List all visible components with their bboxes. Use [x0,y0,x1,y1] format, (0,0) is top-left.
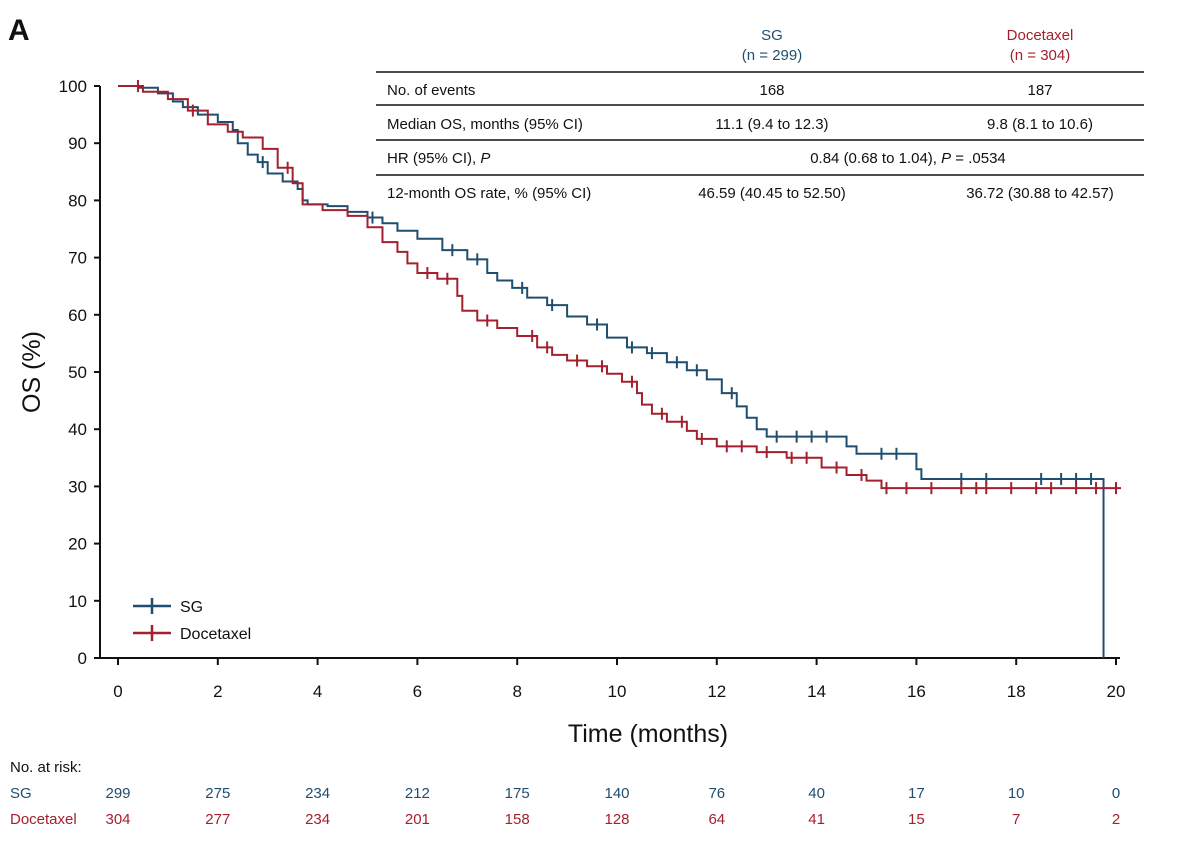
series-sg [118,85,1105,658]
y-tick-label: 50 [68,363,87,382]
table-row-label: 12-month OS rate, % (95% CI) [387,185,591,202]
y-tick-label: 10 [68,592,87,611]
table-col-n-sg: (n = 299) [742,47,802,64]
table-row: No. of events 168 187 [387,82,1053,99]
risk-cell: 128 [604,811,629,828]
risk-table-title: No. at risk: [10,759,82,776]
risk-cell: 201 [405,811,430,828]
risk-cell: 17 [908,785,925,802]
series-docetaxel [118,80,1121,495]
risk-row-sg: SG 299 275 234 212 175 140 76 40 17 10 0 [10,785,1120,802]
risk-cell: 0 [1112,785,1120,802]
risk-cell: 304 [105,811,130,828]
risk-cell: 140 [604,785,629,802]
table-cell-sg: 168 [759,82,784,99]
x-tick-label: 0 [113,682,122,701]
risk-cell: 234 [305,785,330,802]
table-cell-docetaxel: 187 [1027,82,1052,99]
risk-cell: 76 [708,785,725,802]
table-cell-sg: 46.59 (40.45 to 52.50) [698,185,846,202]
risk-cell: 2 [1112,811,1120,828]
table-cell-docetaxel: 36.72 (30.88 to 42.57) [966,185,1114,202]
risk-cell: 40 [808,785,825,802]
curve-sg [118,85,1105,658]
y-axis-title: OS (%) [18,331,46,413]
risk-row-label: Docetaxel [10,811,77,828]
y-tick-label: 70 [68,249,87,268]
table-cell-hr-span: 0.84 (0.68 to 1.04), P = .0534 [810,150,1006,167]
legend-item-docetaxel: Docetaxel [133,625,251,643]
x-tick-label: 4 [313,682,322,701]
risk-cell: 15 [908,811,925,828]
y-tick-label: 20 [68,535,87,554]
risk-cell: 10 [1008,785,1025,802]
legend-label: Docetaxel [180,626,251,643]
risk-cell: 64 [708,811,725,828]
table-row: 12-month OS rate, % (95% CI) 46.59 (40.45… [387,185,1114,202]
risk-cell: 277 [205,811,230,828]
risk-row-docetaxel: Docetaxel 304 277 234 201 158 128 64 41 15 7 2 [10,811,1120,828]
table-col-header-sg: SG [761,27,783,44]
risk-cell: 158 [505,811,530,828]
table-row-label: No. of events [387,82,475,99]
x-tick-label: 16 [907,682,926,701]
y-tick-label: 80 [68,191,87,210]
y-tick-label: 90 [68,134,87,153]
y-tick-label: 100 [59,77,87,96]
risk-cell: 7 [1012,811,1020,828]
risk-cell: 275 [205,785,230,802]
legend: SG Docetaxel [133,598,251,643]
curve-docetaxel [118,85,1121,490]
x-tick-label: 12 [707,682,726,701]
table-row: Median OS, months (95% CI) 11.1 (9.4 to 1… [387,116,1093,133]
y-tick-label: 30 [68,477,87,496]
risk-table: No. at risk:SG 299 275 234 212 175 140 76 40 17 10… [10,759,1120,828]
x-tick-label: 18 [1007,682,1026,701]
table-col-n-docetaxel: (n = 304) [1010,47,1070,64]
table-row: HR (95% CI), P 0.84 (0.68 to 1.04), P = .… [387,150,1006,167]
y-tick-label: 40 [68,420,87,439]
x-tick-label: 2 [213,682,222,701]
legend-label: SG [180,599,203,616]
risk-cell: 234 [305,811,330,828]
y-tick-label: 0 [78,649,87,668]
x-tick-label: 20 [1107,682,1126,701]
risk-cell: 299 [105,785,130,802]
risk-cell: 175 [505,785,530,802]
x-tick-label: 8 [512,682,521,701]
y-tick-label: 60 [68,306,87,325]
table-cell-docetaxel: 9.8 (8.1 to 10.6) [987,116,1093,133]
risk-cell: 41 [808,811,825,828]
table-cell-sg: 11.1 (9.4 to 12.3) [715,116,828,133]
x-axis-title: Time (months) [568,720,728,748]
summary-table: SG (n = 299) Docetaxel (n = 304) No. of even… [376,27,1144,202]
table-col-header-docetaxel: Docetaxel [1007,27,1074,44]
x-tick-label: 10 [608,682,627,701]
table-row-label: HR (95% CI), P [387,150,490,167]
survival-curves [118,80,1121,658]
risk-cell: 212 [405,785,430,802]
risk-row-label: SG [10,785,32,802]
x-tick-label: 14 [807,682,826,701]
table-row-label: Median OS, months (95% CI) [387,116,583,133]
axes: 0 10 20 30 40 50 60 70 80 90 100 0 2 4 6 8 10 12 14 16 18 20 T… [18,77,1125,748]
legend-item-sg: SG [133,598,203,616]
x-tick-label: 6 [413,682,422,701]
panel-label: A [8,14,30,47]
